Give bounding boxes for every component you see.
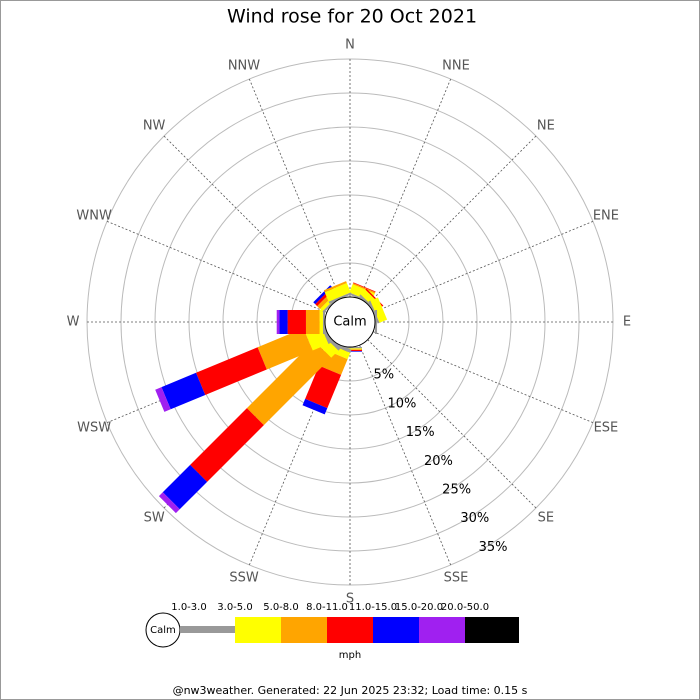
legend-swatch [327, 617, 381, 643]
direction-label: N [345, 38, 355, 53]
legend-label: 5.0-8.0 [263, 602, 298, 613]
wind-bar [305, 310, 320, 334]
direction-label: NE [537, 119, 555, 134]
grid [86, 58, 614, 586]
legend-calm-bar [180, 626, 235, 633]
direction-label: WSW [77, 421, 111, 436]
calm-label: Calm [333, 315, 366, 330]
legend-swatch [373, 617, 427, 643]
wind-bar [190, 408, 264, 482]
wind-bar [158, 492, 180, 514]
legend-label: 20.0-50.0 [441, 602, 489, 613]
wind-bar [279, 310, 288, 334]
footer: @nw3weather. Generated: 22 Jun 2025 23:3… [173, 684, 528, 697]
direction-label: NW [143, 119, 166, 134]
legend-swatch [465, 617, 519, 643]
labels: 5%10%15%20%25%30%35%NNNENEENEEESESESSESS… [67, 38, 632, 607]
direction-label: E [623, 315, 631, 330]
wind-bar [322, 310, 325, 334]
chart-title: Wind rose for 20 Oct 2021 [227, 6, 477, 28]
direction-label: SW [144, 510, 165, 525]
wind-bar [161, 372, 206, 410]
wind-bar [370, 297, 388, 323]
units: mph [339, 650, 361, 661]
wind-bar [328, 292, 352, 304]
bars [155, 281, 388, 514]
wind-bar [319, 310, 323, 334]
wind-bar [375, 310, 378, 334]
wind-bar [162, 464, 208, 510]
r-tick-label: 35% [479, 540, 508, 555]
legend-label: 8.0-11.0 [306, 602, 348, 613]
wind-bar [196, 347, 267, 395]
direction-label: S [346, 592, 354, 607]
legend-calm-label: Calm [150, 625, 176, 636]
wind-bar [353, 282, 376, 293]
legend-swatch [281, 617, 335, 643]
direction-label: SSW [229, 570, 259, 585]
wind-bar [352, 283, 376, 294]
direction-label: NNW [228, 59, 260, 74]
r-tick-label: 15% [406, 425, 435, 440]
direction-label: WNW [76, 208, 112, 223]
r-tick-label: 5% [373, 368, 394, 383]
r-tick-label: 20% [424, 454, 453, 469]
wind-bar [305, 365, 342, 409]
direction-label: SSE [444, 570, 469, 585]
wind-bar [324, 283, 351, 302]
wind-bar [155, 387, 171, 412]
wind-bar [323, 281, 347, 293]
direction-label: ENE [593, 208, 619, 223]
wind-bar [287, 310, 306, 334]
wind-bar [257, 328, 313, 370]
direction-label: SE [538, 510, 554, 525]
direction-label: W [67, 315, 80, 330]
wind-bar [302, 398, 328, 415]
legend-swatch [235, 617, 289, 643]
legend-label: 11.0-15.0 [349, 602, 397, 613]
r-tick-label: 30% [460, 511, 489, 526]
legend-label: 3.0-5.0 [217, 602, 252, 613]
legend-label: 15.0-20.0 [395, 602, 443, 613]
direction-label: NNE [442, 59, 470, 74]
direction-label: ESE [594, 421, 619, 436]
legend-label: 1.0-3.0 [171, 602, 206, 613]
wind-bar [246, 340, 332, 426]
calm-circle [324, 296, 376, 348]
r-tick-label: 10% [388, 396, 417, 411]
legend: Calm 1.0-3.0 3.0-5.0 5.0-8.0 8.0-11.0 11.0-1… [145, 602, 519, 648]
legend-swatch [419, 617, 473, 643]
wind-bar [276, 310, 280, 334]
r-tick-label: 25% [442, 483, 471, 498]
